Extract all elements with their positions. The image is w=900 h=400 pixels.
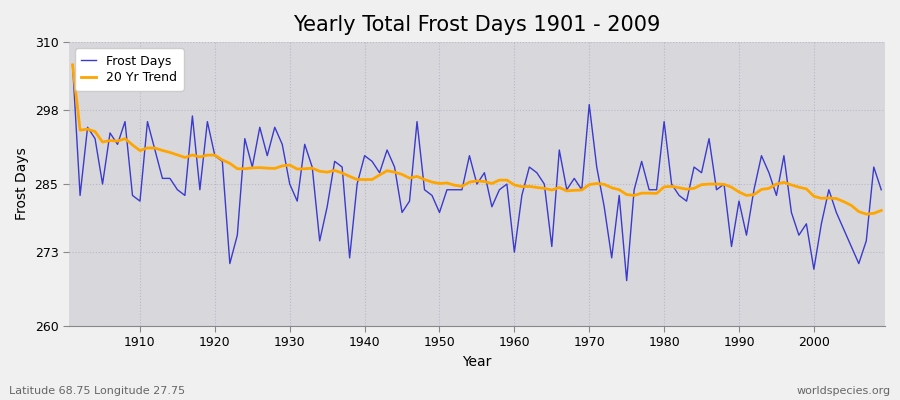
Frost Days [337, 165, 347, 170]
20 Yr Trend [509, 182, 520, 187]
Frost Days [509, 250, 520, 255]
20 Yr Trend [292, 167, 302, 172]
X-axis label: Year: Year [463, 355, 491, 369]
20 Yr Trend [861, 212, 872, 216]
20 Yr Trend [598, 182, 609, 187]
Frost Days [127, 193, 138, 198]
Text: Latitude 68.75 Longitude 27.75: Latitude 68.75 Longitude 27.75 [9, 386, 185, 396]
Y-axis label: Frost Days: Frost Days [15, 148, 29, 220]
20 Yr Trend [337, 170, 347, 175]
Frost Days [292, 199, 302, 204]
Title: Yearly Total Frost Days 1901 - 2009: Yearly Total Frost Days 1901 - 2009 [293, 15, 661, 35]
Frost Days [598, 204, 609, 209]
Frost Days [621, 278, 632, 283]
Line: Frost Days: Frost Days [73, 65, 881, 281]
Legend: Frost Days, 20 Yr Trend: Frost Days, 20 Yr Trend [75, 48, 184, 91]
20 Yr Trend [68, 62, 78, 67]
Line: 20 Yr Trend: 20 Yr Trend [73, 65, 881, 214]
Text: worldspecies.org: worldspecies.org [796, 386, 891, 396]
20 Yr Trend [876, 208, 886, 213]
20 Yr Trend [127, 142, 138, 147]
Frost Days [501, 182, 512, 186]
20 Yr Trend [501, 178, 512, 182]
Frost Days [876, 187, 886, 192]
Frost Days [68, 62, 78, 67]
